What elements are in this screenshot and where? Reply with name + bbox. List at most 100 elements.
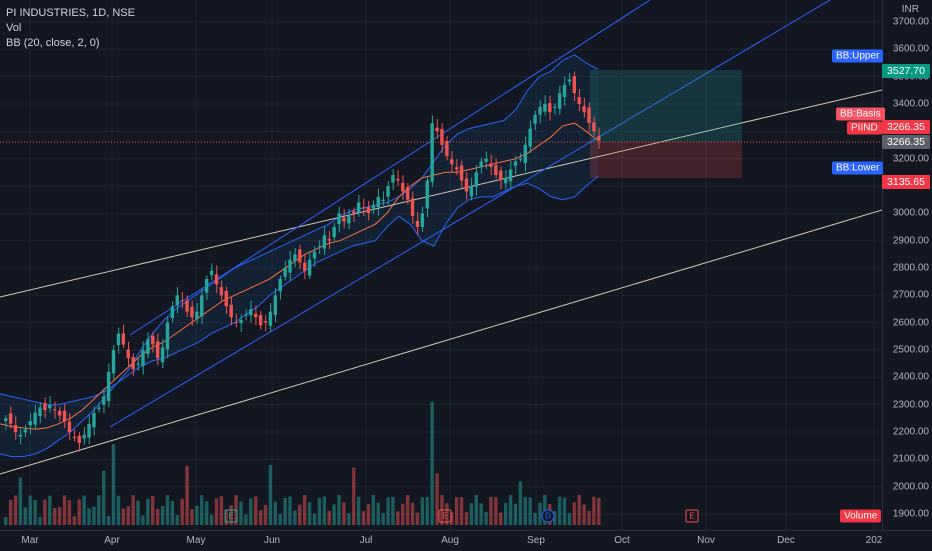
bollinger-indicator-label[interactable]: BB (20, close, 2, 0): [6, 37, 100, 49]
volume-bar: [557, 496, 562, 525]
candle-body: [503, 177, 508, 184]
last-price-tag: 3266.35: [882, 120, 930, 134]
earnings-icon[interactable]: E: [685, 509, 699, 523]
time-axis-tick: Jun: [263, 535, 281, 546]
candle-body: [253, 313, 258, 318]
price-axis-tick: 2200.00: [892, 426, 929, 438]
candle-body: [405, 186, 410, 200]
symbol-title[interactable]: PI INDUSTRIES, 1D, NSE: [6, 7, 135, 19]
price-axis-tick: 2700.00: [892, 289, 929, 301]
candle-body: [229, 304, 233, 318]
volume-bar: [352, 467, 356, 525]
candle-body: [587, 107, 591, 124]
volume-indicator-label[interactable]: Vol: [6, 22, 22, 34]
stop-zone: [590, 142, 742, 178]
candle-body: [337, 213, 341, 225]
volume-bar: [469, 503, 474, 525]
currency-unit: INR: [901, 4, 919, 15]
earnings-icon[interactable]: E: [224, 509, 238, 523]
candle-body: [508, 169, 513, 182]
candle-body: [53, 409, 57, 411]
candle-body: [459, 165, 464, 181]
volume-bar: [312, 513, 317, 525]
candle-body: [87, 423, 91, 438]
candle-body: [543, 104, 547, 112]
candle-body: [435, 127, 439, 132]
time-axis-tick: Oct: [614, 535, 630, 546]
volume-bar: [459, 497, 464, 525]
candle-body: [592, 122, 596, 132]
candle-body: [366, 207, 371, 214]
volume-bar: [87, 508, 91, 525]
volume-bar: [356, 496, 361, 525]
earnings-icon[interactable]: E: [438, 509, 452, 523]
volume-bar: [214, 498, 219, 525]
bb-lower-label: BB:Lower: [832, 161, 884, 175]
candle-body: [396, 178, 400, 181]
candle-body: [214, 274, 219, 285]
volume-bar: [97, 495, 101, 525]
candle-body: [38, 407, 42, 416]
volume-bar: [13, 495, 18, 525]
candle-body: [195, 311, 199, 319]
time-axis-tick: Jul: [359, 535, 373, 546]
candle-body: [484, 158, 488, 162]
volume-bar: [450, 512, 454, 525]
candle-body: [204, 278, 209, 293]
candle-body: [92, 412, 96, 428]
volume-bar: [278, 514, 282, 525]
candle-body: [582, 106, 586, 113]
candle-body: [371, 205, 376, 209]
candle-body: [175, 295, 179, 306]
volume-bar: [239, 501, 243, 525]
candle-body: [224, 290, 228, 307]
dividend-icon[interactable]: D: [541, 509, 555, 523]
time-axis[interactable]: Mar Apr May Jun Jul Aug Sep Oct Nov Dec 202: [0, 530, 932, 551]
volume-bar: [342, 502, 346, 525]
candle-body: [489, 163, 493, 167]
volume-bar: [503, 502, 508, 525]
volume-bar: [48, 495, 52, 525]
candle-body: [82, 434, 86, 439]
candle-body: [283, 268, 287, 277]
candle-body: [121, 333, 126, 345]
chart-area[interactable]: [0, 0, 882, 530]
volume-bar: [587, 510, 591, 525]
volume-bar: [405, 495, 410, 525]
candle-body: [494, 165, 498, 176]
candle-body: [572, 76, 576, 94]
volume-bar: [572, 502, 576, 525]
candle-body: [430, 123, 434, 182]
candle-body: [155, 341, 160, 359]
time-axis-tick: Sep: [527, 535, 545, 546]
candle-body: [23, 429, 28, 433]
candle-body: [356, 202, 361, 213]
volume-bar: [111, 444, 116, 525]
volume-bar: [4, 517, 8, 525]
volume-bar: [415, 512, 420, 525]
time-axis-tick: May: [186, 535, 206, 546]
volume-bar: [361, 511, 366, 525]
price-axis-tick: 2100.00: [892, 453, 929, 465]
time-axis-tick: Nov: [697, 535, 715, 546]
candle-body: [401, 183, 405, 192]
candle-body: [548, 103, 552, 113]
volume-bar: [454, 497, 459, 525]
candle-body: [322, 235, 327, 249]
chart-legend: PI INDUSTRIES, 1D, NSE Vol BB (20, close…: [6, 6, 135, 51]
candle-body: [263, 321, 268, 323]
time-axis-tick: 202: [865, 535, 883, 546]
volume-bar: [200, 495, 204, 525]
candle-body: [557, 93, 562, 109]
volume-bar: [8, 499, 13, 525]
price-axis-tick: 3700.00: [892, 16, 929, 28]
volume-bar: [322, 496, 327, 525]
channel-bottom-line: [109, 0, 831, 428]
candle-body: [234, 322, 238, 324]
volume-bar: [307, 502, 312, 525]
bb-upper-label: BB:Upper: [832, 49, 884, 63]
candle-body: [361, 207, 366, 209]
price-chart[interactable]: [0, 0, 882, 530]
price-axis[interactable]: INR 3700.003600.003500.003400.003300.003…: [882, 0, 932, 530]
volume-bar: [229, 505, 233, 525]
